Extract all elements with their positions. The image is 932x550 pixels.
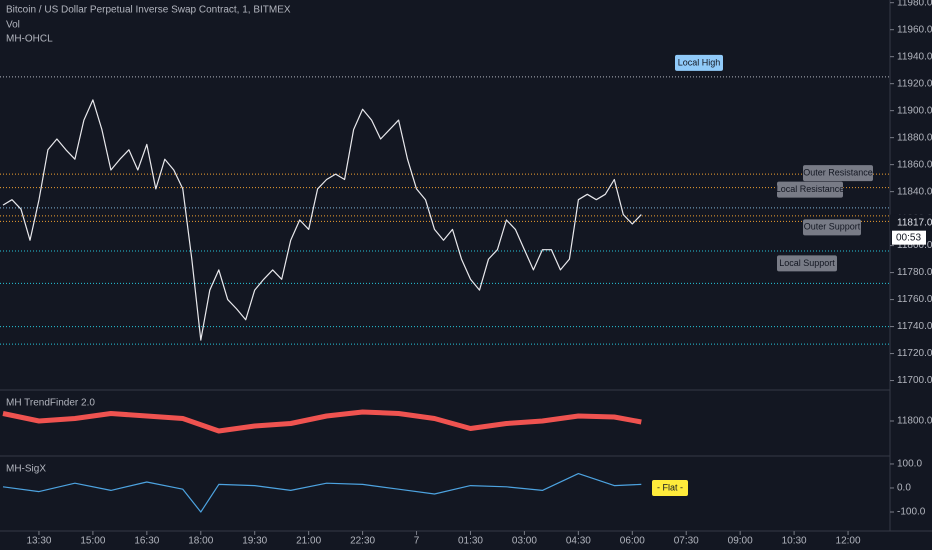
x-tick-label: 03:00: [512, 536, 537, 547]
y-tick-label: 11900.0: [897, 105, 932, 116]
y-tick-label: 11780.0: [897, 267, 932, 278]
last-price-label: 11817.0: [897, 217, 932, 228]
annotation-box: [675, 54, 723, 71]
last-price-box: [890, 214, 932, 231]
x-tick-label: 06:00: [620, 536, 645, 547]
x-tick-label: 01:30: [458, 536, 483, 547]
y-tick-label: 11980.0: [897, 0, 932, 8]
y-tick-label: 0.0: [897, 483, 911, 494]
annotation-box: [777, 255, 837, 272]
annotation-box: [803, 165, 873, 182]
x-tick-label: 15:00: [80, 536, 105, 547]
countdown-box: [892, 230, 926, 245]
x-tick-label: 09:00: [728, 536, 753, 547]
y-tick-label: -100.0: [897, 507, 926, 518]
y-tick-label: 11960.0: [897, 24, 932, 35]
x-tick-label: 16:30: [134, 536, 159, 547]
y-tick-label: 11800.0: [897, 240, 932, 251]
x-tick-label: 07:30: [674, 536, 699, 547]
annotation-box: [777, 181, 843, 198]
series-line: [2, 473, 642, 513]
annotation-label: Outer Resistance: [803, 167, 873, 177]
y-tick-label: 11880.0: [897, 132, 932, 143]
y-tick-label: 11700.0: [897, 375, 932, 386]
annotation-label: Outer Support: [804, 222, 861, 232]
chart-title: Bitcoin / US Dollar Perpetual Inverse Sw…: [6, 5, 291, 16]
countdown-label: 00:53: [896, 232, 921, 243]
annotation-label: - Flat -: [657, 482, 683, 492]
annotation-label: Local High: [678, 57, 721, 67]
annotation-label: Local Resistance: [776, 184, 845, 194]
x-tick-label: 21:00: [296, 536, 321, 547]
x-tick-label: 10:30: [782, 536, 807, 547]
x-tick-label: 22:30: [350, 536, 375, 547]
y-tick-label: 11740.0: [897, 321, 932, 332]
x-tick-label: 04:30: [566, 536, 591, 547]
annotation-box: [652, 479, 688, 496]
series-line: [2, 99, 642, 341]
indicator-name: Vol: [6, 20, 20, 31]
series-line: [2, 409, 642, 434]
y-tick-label: 11720.0: [897, 348, 932, 359]
x-tick-label: 12:00: [836, 536, 861, 547]
y-tick-label: 11800.0: [897, 416, 932, 427]
panel-title: MH TrendFinder 2.0: [6, 398, 95, 409]
annotation-box: [803, 219, 861, 236]
y-tick-label: 11760.0: [897, 294, 932, 305]
y-tick-label: 100.0: [897, 459, 922, 470]
x-tick-label: 19:30: [242, 536, 267, 547]
indicator-name: MH-OHCL: [6, 34, 53, 45]
y-tick-label: 11840.0: [897, 186, 932, 197]
y-tick-label: 11940.0: [897, 51, 932, 62]
x-tick-label: 18:00: [188, 536, 213, 547]
x-tick-label: 7: [414, 536, 420, 547]
y-tick-label: 11860.0: [897, 159, 932, 170]
y-tick-label: 11920.0: [897, 78, 932, 89]
x-tick-label: 13:30: [26, 536, 51, 547]
panel-title: MH-SigX: [6, 464, 46, 475]
annotation-label: Local Support: [779, 258, 835, 268]
